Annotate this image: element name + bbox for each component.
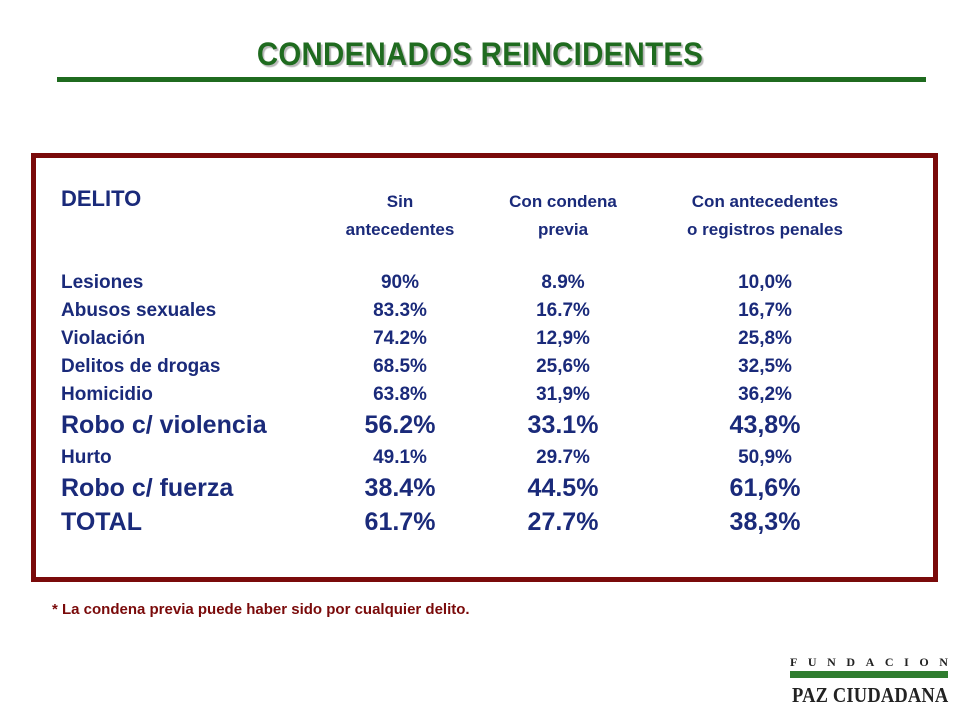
row-hurto-registros: 50,9% [738,447,792,468]
row-robo-violencia-previa: 33.1% [527,411,599,439]
logo-name: PAZ CIUDADANA [792,683,949,707]
row-robo-fuerza-sin: 38.4% [364,474,436,502]
row-lesiones-registros: 10,0% [738,272,792,293]
row-abusos-delito: Abusos sexuales [61,300,217,321]
row-abusos-previa: 16.7% [536,300,590,321]
row-robo-fuerza-previa: 44.5% [527,474,599,502]
row-lesiones-sin: 90% [380,272,420,293]
row-drogas-registros: 32,5% [738,356,792,377]
row-homicidio-previa: 31,9% [536,384,590,405]
logo-fundacion: F U N D A C I O N [790,655,948,669]
row-violacion-registros: 25,8% [738,328,792,349]
header-sin-line1: Sin [386,192,414,211]
row-homicidio-sin: 63.8% [373,384,427,405]
row-total-registros: 38,3% [729,508,801,536]
row-drogas-previa: 25,6% [536,356,590,377]
logo-letter: N [827,655,836,669]
row-hurto-sin: 49.1% [373,447,427,468]
row-robo-violencia-delito: Robo c/ violencia [61,411,267,439]
header-previa-line2: previa [537,220,589,239]
row-robo-fuerza-delito: Robo c/ fuerza [61,474,234,502]
logo-letter: O [919,655,929,669]
header-sin-line2: antecedentes [345,220,455,239]
header-previa-line1: Con condena [509,192,617,211]
row-drogas-sin: 68.5% [373,356,427,377]
row-hurto-previa: 29.7% [536,447,590,468]
logo-letter: A [865,655,875,669]
row-total-previa: 27.7% [527,508,599,536]
header-registros-line2: o registros penales [687,220,843,239]
row-lesiones-delito: Lesiones [61,272,144,293]
row-violacion-sin: 74.2% [373,328,427,349]
row-robo-violencia-sin: 56.2% [364,411,436,439]
header-delito: DELITO [61,186,142,211]
row-abusos-sin: 83.3% [373,300,427,321]
logo-letter: N [939,655,948,669]
row-violacion-delito: Violación [61,328,146,349]
row-homicidio-delito: Homicidio [61,384,153,405]
row-homicidio-registros: 36,2% [738,384,792,405]
title-underline [57,77,926,82]
page-title: CONDENADOS REINCIDENTES [256,36,704,72]
logo-letter: C [884,655,894,669]
row-robo-violencia-registros: 43,8% [729,411,801,439]
logo-letter: I [904,655,909,669]
row-total-delito: TOTAL [61,508,143,536]
logo-letter: D [846,655,856,669]
logo-green-bar [790,671,948,678]
row-lesiones-previa: 8.9% [541,272,585,293]
footnote: * La condena previa puede haber sido por… [52,601,470,618]
header-registros-line1: Con antecedentes [691,192,839,211]
row-drogas-delito: Delitos de drogas [61,356,221,377]
row-robo-fuerza-registros: 61,6% [729,474,801,502]
row-hurto-delito: Hurto [61,447,112,468]
table-frame [31,153,938,582]
row-abusos-registros: 16,7% [738,300,792,321]
row-total-sin: 61.7% [364,508,436,536]
logo-letter: F [790,655,798,669]
row-violacion-previa: 12,9% [536,328,590,349]
logo-letter: U [807,655,817,669]
